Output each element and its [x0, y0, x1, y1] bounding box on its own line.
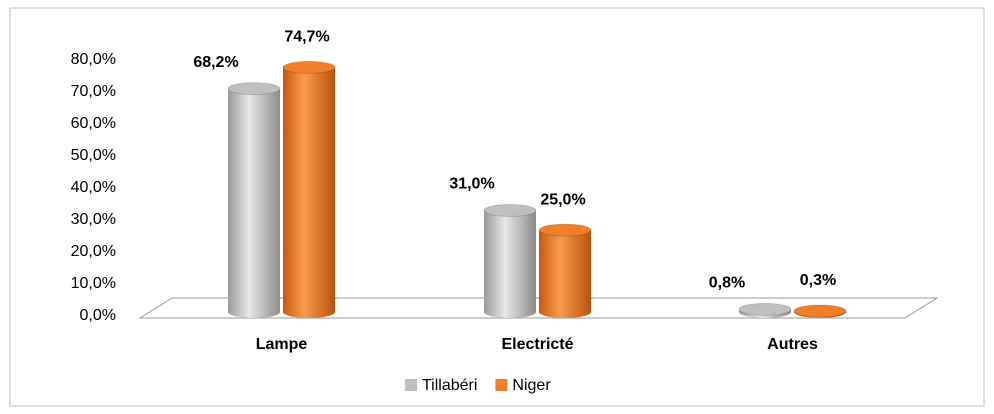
legend-label: Niger	[512, 377, 551, 394]
y-tick-label: 70,0%	[71, 83, 116, 100]
bar-top	[282, 60, 336, 74]
x-tick-label: Autres	[767, 336, 818, 353]
y-tick-label: 80,0%	[71, 51, 116, 68]
bar-top	[793, 304, 847, 318]
legend-swatch	[405, 379, 417, 391]
y-tick-label: 20,0%	[71, 243, 116, 260]
y-tick-label: 30,0%	[71, 211, 116, 228]
bar-top	[483, 203, 537, 217]
data-label: 74,7%	[284, 29, 329, 46]
bar	[228, 88, 280, 319]
data-label: 68,2%	[193, 54, 238, 71]
bar-top	[538, 223, 592, 237]
y-tick-label: 0,0%	[80, 307, 116, 324]
data-label: 0,8%	[709, 275, 745, 292]
bar	[484, 210, 536, 318]
bar	[539, 230, 591, 318]
bar-top	[738, 302, 792, 316]
data-label: 31,0%	[449, 176, 494, 193]
x-tick-label: Lampe	[256, 336, 308, 353]
y-tick-label: 60,0%	[71, 115, 116, 132]
data-label: 0,3%	[800, 272, 836, 289]
y-tick-label: 40,0%	[71, 179, 116, 196]
legend-swatch	[495, 379, 508, 391]
y-tick-label: 10,0%	[71, 275, 116, 292]
bar	[283, 67, 335, 318]
y-tick-label: 50,0%	[71, 147, 116, 164]
floor	[138, 297, 939, 319]
legend-label: Tillabéri	[422, 377, 477, 394]
x-tick-label: Electricté	[501, 336, 573, 353]
bar-top	[227, 82, 281, 96]
data-label: 25,0%	[540, 191, 585, 208]
